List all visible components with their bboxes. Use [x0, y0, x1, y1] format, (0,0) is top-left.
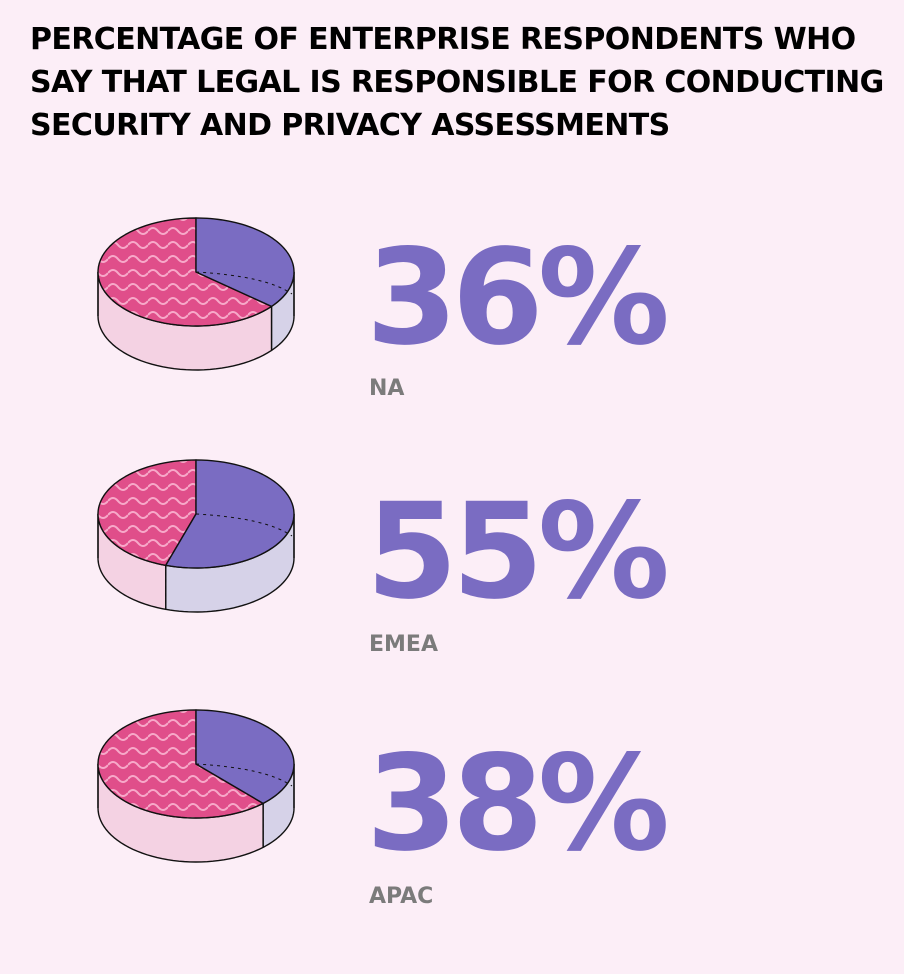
pie-slice-rest-emea [97, 459, 197, 567]
pie-na [97, 217, 295, 371]
chart-title: PERCENTAGE OF ENTERPRISE RESPONDENTS WHO… [30, 22, 884, 143]
region-row-emea: 55% EMEA [0, 452, 904, 692]
region-label-na: NA [369, 376, 405, 401]
percentage-apac: 38% [366, 727, 670, 881]
region-label-emea: EMEA [369, 632, 438, 657]
region-row-apac: 38% APAC [0, 702, 904, 942]
pie-slice-highlight-na [195, 217, 295, 308]
pie-hidden-line-apac [195, 763, 293, 787]
pie-slice-rest-apac [97, 709, 264, 819]
pie-slice-rest-na [97, 217, 273, 327]
pie-emea [97, 459, 295, 613]
percentage-na: 36% [366, 221, 670, 375]
pie-apac [97, 709, 295, 863]
pie-hidden-line-na [195, 271, 293, 295]
pie-slice-highlight-apac [195, 709, 295, 805]
region-row-na: 36% NA [0, 210, 904, 450]
percentage-emea: 55% [366, 475, 670, 629]
pie-slice-highlight-emea [165, 459, 295, 569]
pie-hidden-line-emea [195, 513, 293, 537]
region-label-apac: APAC [369, 884, 434, 909]
